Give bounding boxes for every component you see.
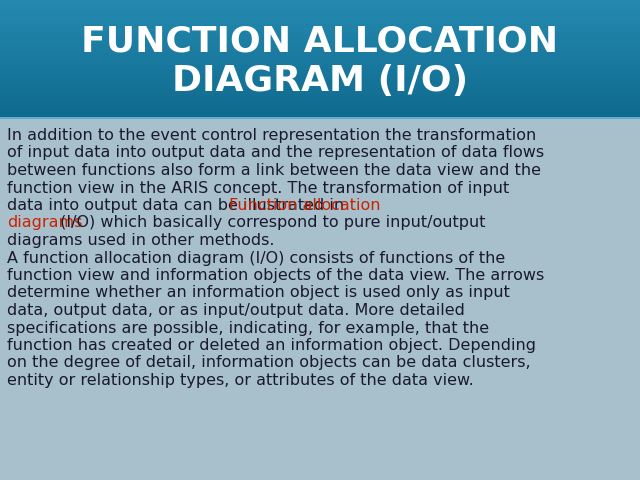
Bar xyxy=(0,79,640,83)
Bar xyxy=(0,5,640,9)
Bar xyxy=(0,61,640,65)
Text: entity or relationship types, or attributes of the data view.: entity or relationship types, or attribu… xyxy=(7,373,474,388)
Text: data, output data, or as input/output data. More detailed: data, output data, or as input/output da… xyxy=(7,303,465,318)
Bar xyxy=(0,67,640,71)
Text: data into output data can be illustrated in: data into output data can be illustrated… xyxy=(7,198,349,213)
Text: DIAGRAM (I/O): DIAGRAM (I/O) xyxy=(172,64,468,98)
Bar xyxy=(0,58,640,62)
Text: determine whether an information object is used only as input: determine whether an information object … xyxy=(7,286,510,300)
Text: diagrams used in other methods.: diagrams used in other methods. xyxy=(7,233,275,248)
Bar xyxy=(0,70,640,74)
Bar xyxy=(0,111,640,115)
Bar xyxy=(0,0,640,118)
Bar xyxy=(0,90,640,95)
Bar xyxy=(0,108,640,112)
Bar xyxy=(0,11,640,15)
Bar xyxy=(0,35,640,38)
Bar xyxy=(0,23,640,26)
Bar xyxy=(0,43,640,47)
Bar xyxy=(0,96,640,100)
Text: A function allocation diagram (I/O) consists of functions of the: A function allocation diagram (I/O) cons… xyxy=(7,251,505,265)
Bar xyxy=(0,76,640,80)
Text: Function allocation: Function allocation xyxy=(229,198,381,213)
Text: In addition to the event control representation the transformation: In addition to the event control represe… xyxy=(7,128,536,143)
Bar xyxy=(0,73,640,77)
Bar xyxy=(0,0,640,3)
Bar xyxy=(0,52,640,56)
Bar xyxy=(0,14,640,18)
Bar xyxy=(0,17,640,21)
Bar xyxy=(0,25,640,29)
Text: between functions also form a link between the data view and the: between functions also form a link betwe… xyxy=(7,163,541,178)
Bar xyxy=(0,40,640,44)
Text: function has created or deleted an information object. Depending: function has created or deleted an infor… xyxy=(7,338,536,353)
Text: of input data into output data and the representation of data flows: of input data into output data and the r… xyxy=(7,145,544,160)
Bar xyxy=(0,8,640,12)
Text: (I/O) which basically correspond to pure input/output: (I/O) which basically correspond to pure… xyxy=(55,216,486,230)
Bar xyxy=(0,55,640,59)
Bar xyxy=(0,46,640,50)
Bar xyxy=(0,49,640,53)
Text: function view in the ARIS concept. The transformation of input: function view in the ARIS concept. The t… xyxy=(7,180,509,195)
Bar xyxy=(0,84,640,88)
Bar xyxy=(0,102,640,106)
Bar xyxy=(0,32,640,36)
Text: specifications are possible, indicating, for example, that the: specifications are possible, indicating,… xyxy=(7,321,489,336)
Bar xyxy=(0,87,640,92)
Text: function view and information objects of the data view. The arrows: function view and information objects of… xyxy=(7,268,544,283)
Text: FUNCTION ALLOCATION: FUNCTION ALLOCATION xyxy=(81,25,559,59)
Bar xyxy=(0,94,640,97)
Text: diagrams: diagrams xyxy=(7,216,83,230)
Bar xyxy=(0,117,640,119)
Bar xyxy=(0,114,640,118)
Bar xyxy=(0,82,640,85)
Bar xyxy=(0,2,640,6)
Bar xyxy=(0,64,640,68)
Bar xyxy=(0,20,640,24)
Bar xyxy=(0,37,640,41)
Text: on the degree of detail, information objects can be data clusters,: on the degree of detail, information obj… xyxy=(7,356,531,371)
Bar xyxy=(0,99,640,103)
Bar xyxy=(0,118,640,480)
Bar xyxy=(0,28,640,33)
Bar xyxy=(0,105,640,109)
